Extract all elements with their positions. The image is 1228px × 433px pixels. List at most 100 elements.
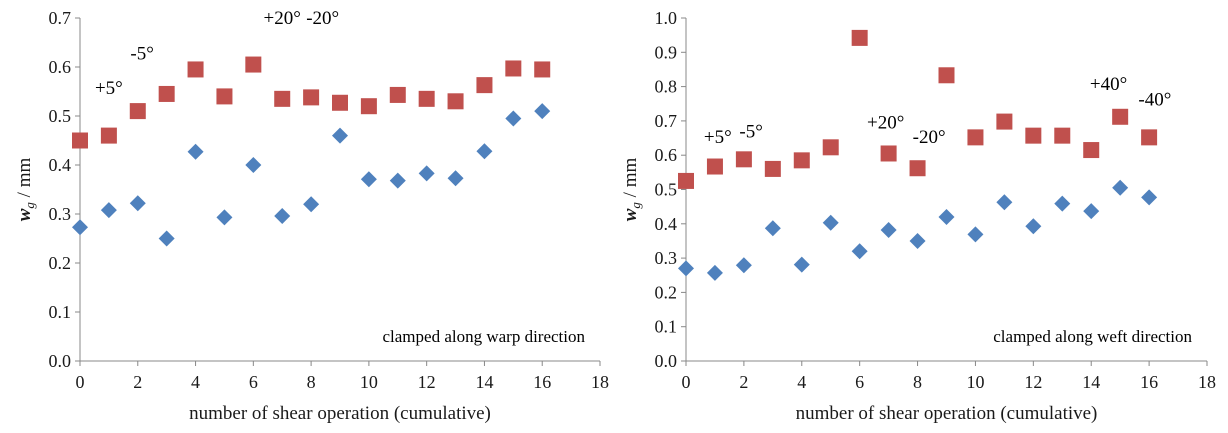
diamond-point <box>187 143 204 160</box>
diamond-point <box>274 207 291 224</box>
x-tick-label: 18 <box>1198 372 1216 392</box>
x-tick-label: 14 <box>1082 372 1100 392</box>
diamond-point <box>389 172 406 189</box>
x-tick-label: 6 <box>855 372 864 392</box>
diamond-point <box>1054 195 1071 212</box>
x-tick-label: 4 <box>797 372 806 392</box>
y-tick-label: 0.5 <box>49 106 72 126</box>
angle-annotation: -40° <box>526 0 559 1</box>
diamond-point <box>735 257 752 274</box>
y-axis-unit: / mm <box>620 158 641 203</box>
x-axis-title: number of shear operation (cumulative) <box>189 403 491 424</box>
x-tick-label: 8 <box>307 372 316 392</box>
diamond-point <box>678 260 694 277</box>
square-point <box>967 129 984 146</box>
square-point <box>1025 127 1042 144</box>
square-point <box>1141 129 1158 146</box>
diamond-point <box>245 157 262 173</box>
diamond-point <box>967 226 984 243</box>
x-tick-label: 12 <box>1024 372 1042 392</box>
square-point <box>216 88 233 105</box>
x-tick-label: 10 <box>966 372 984 392</box>
y-axis-title: wg / mm <box>620 158 643 222</box>
square-point <box>764 160 781 177</box>
x-tick-label: 10 <box>360 372 378 392</box>
angle-annotation: +20° <box>867 112 904 133</box>
chart-weft: 0.0 0.1 0.2 0.3 0.4 0.5 0.6 0.7 0.8 0.9 1.0 0 2 4 6 8 10… <box>614 0 1228 433</box>
diamond-point <box>303 196 320 213</box>
diamond-point <box>996 194 1013 211</box>
square-point <box>938 67 955 84</box>
square-point <box>996 113 1013 130</box>
square-point <box>534 61 551 78</box>
square-point <box>793 152 810 169</box>
y-tick-label: 0.1 <box>49 302 72 322</box>
x-tick-label: 0 <box>76 372 85 392</box>
square-point <box>245 56 262 73</box>
x-tick-label: 16 <box>533 372 551 392</box>
x-tick-label: 8 <box>913 372 922 392</box>
diamond-point <box>793 256 810 273</box>
square-point <box>303 89 320 106</box>
square-point <box>360 98 377 115</box>
diamond-point <box>938 208 955 225</box>
square-point <box>706 158 723 175</box>
square-point <box>274 90 291 107</box>
diamond-point <box>505 110 522 127</box>
y-tick-label: 0.9 <box>655 42 678 62</box>
y-tick-label: 0.0 <box>49 351 72 371</box>
square-point <box>851 29 868 46</box>
diamond-point <box>822 214 839 231</box>
square-point <box>100 127 117 144</box>
diamond-point <box>72 219 88 236</box>
square-point <box>332 94 348 111</box>
y-tick-label: 0.8 <box>655 77 678 97</box>
square-point <box>447 93 464 110</box>
square-point <box>129 103 146 120</box>
chart-weft-svg: 0.0 0.1 0.2 0.3 0.4 0.5 0.6 0.7 0.8 0.9 1.0 0 2 4 6 8 10… <box>620 8 1216 424</box>
diamond-point <box>706 264 723 281</box>
y-tick-label: 0.7 <box>655 111 678 131</box>
x-tick-label: 4 <box>191 372 200 392</box>
y-tick-label: 0.3 <box>49 204 72 224</box>
diamond-point <box>764 220 781 237</box>
y-tick-label: 0.7 <box>49 8 72 28</box>
y-axis-unit: / mm <box>14 158 35 203</box>
diamond-point <box>851 243 868 260</box>
y-tick-label: 0.4 <box>655 214 678 234</box>
square-point <box>1083 142 1100 159</box>
angle-annotation: -40° <box>1138 89 1171 110</box>
square-point <box>418 90 435 107</box>
square-point <box>880 145 897 162</box>
diamond-point <box>360 171 377 188</box>
square-point <box>505 60 522 77</box>
square-point <box>1112 108 1129 125</box>
clamp-direction-note: clamped along warp direction <box>382 327 585 346</box>
square-point <box>909 160 926 177</box>
y-axis-title: wg / mm <box>14 158 37 222</box>
square-point <box>1054 127 1071 144</box>
angle-annotation: +5° <box>95 78 123 99</box>
y-axis-subscript: g <box>22 202 37 209</box>
x-tick-label: 2 <box>133 372 142 392</box>
angle-annotation: -20° <box>306 8 339 29</box>
angle-annotation: +5° <box>704 127 732 148</box>
y-tick-label: 0.2 <box>655 282 678 302</box>
square-point <box>735 151 752 168</box>
diamond-point <box>216 209 233 226</box>
diamond-point <box>100 202 117 219</box>
x-tick-label: 12 <box>418 372 436 392</box>
y-axis-subscript: g <box>628 202 643 209</box>
angle-annotation: -20° <box>913 127 946 148</box>
diamond-point <box>880 221 897 238</box>
clamp-direction-note: clamped along weft direction <box>993 327 1192 346</box>
square-point <box>822 139 839 156</box>
angle-annotation: -5° <box>739 121 762 142</box>
angle-annotation: -5° <box>130 44 153 65</box>
angle-annotation: +40° <box>489 0 526 1</box>
square-point <box>476 77 493 94</box>
chart-warp: 0.0 0.1 0.2 0.3 0.4 0.5 0.6 0.7 0 2 4 6 8 10 12 14 16 18 n… <box>14 0 609 424</box>
y-tick-label: 0.0 <box>655 351 678 371</box>
square-point <box>678 172 694 189</box>
y-tick-label: 0.2 <box>49 253 72 273</box>
